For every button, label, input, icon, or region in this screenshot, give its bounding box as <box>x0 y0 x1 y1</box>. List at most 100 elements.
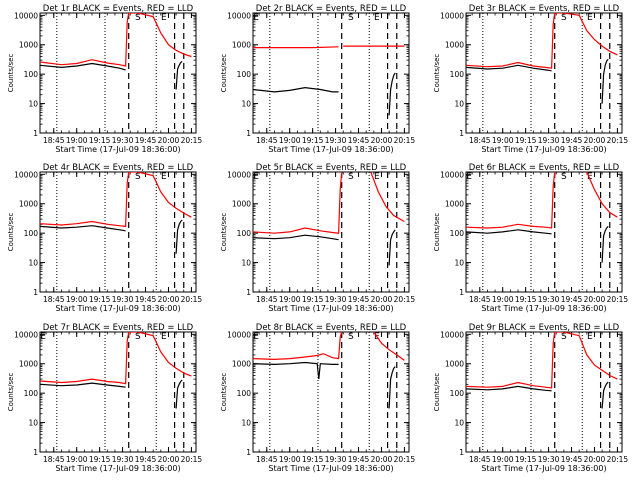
x-tick-label: 19:00 <box>492 136 514 145</box>
x-tick-label: 20:15 <box>394 455 416 464</box>
y-tick-label: 100 <box>24 389 39 398</box>
y-tick-label: 1 <box>33 129 38 138</box>
detector-panel-9: Det 9r BLACK = Events, RED = LLD 1 10 100 10… <box>433 323 628 473</box>
y-axis-label: Counts/sec <box>220 373 228 412</box>
y-tick-label: 10000 <box>227 11 251 20</box>
x-tick-label: 19:45 <box>561 136 583 145</box>
marker-label: S <box>561 332 567 342</box>
x-tick-label: 19:15 <box>302 455 324 464</box>
y-tick-label: 1 <box>459 288 464 297</box>
marker-label: S <box>135 13 141 23</box>
plot-frame <box>39 12 197 134</box>
plot-frame <box>465 12 623 134</box>
plot-frame <box>39 171 197 293</box>
y-tick-label: 100 <box>24 229 39 238</box>
detector-panel-3: Det 3r BLACK = Events, RED = LLD 1 10 100 10… <box>433 4 628 154</box>
detector-panel-2: Det 2r BLACK = Events, RED = LLD 1 10 100 10… <box>220 4 415 154</box>
y-axis-label: Counts/sec <box>220 213 228 252</box>
red-lld-series-line <box>40 13 192 67</box>
black-events-series-line <box>253 361 339 380</box>
x-tick-label: 20:00 <box>584 295 606 304</box>
x-tick-label: 20:00 <box>584 455 606 464</box>
y-tick-label: 1 <box>246 448 251 457</box>
black-events-series-line <box>388 72 396 116</box>
chart-title: Det 9r BLACK = Events, RED = LLD <box>469 323 620 333</box>
y-axis-label: Counts/sec <box>7 373 15 412</box>
x-tick-label: 20:00 <box>158 455 180 464</box>
chart-title: Det 5r BLACK = Events, RED = LLD <box>256 163 407 173</box>
y-tick-label: 10 <box>241 259 251 268</box>
x-axis-label: Start Time (17-Jul-09 18:36:00) <box>55 304 180 313</box>
x-tick-label: 19:45 <box>135 295 157 304</box>
marker-label: E <box>253 172 259 182</box>
y-tick-label: 10000 <box>440 330 464 339</box>
plot-frame <box>252 331 410 453</box>
x-tick-label: 19:30 <box>325 136 347 145</box>
x-tick-label: 19:45 <box>135 455 157 464</box>
x-tick-label: 20:15 <box>181 136 203 145</box>
x-tick-label: 19:00 <box>492 295 514 304</box>
x-tick-label: 19:00 <box>66 136 88 145</box>
x-axis-label: Start Time (17-Jul-09 18:36:00) <box>268 304 393 313</box>
marker-label: E <box>161 172 167 182</box>
marker-label: S <box>135 332 141 342</box>
x-tick-label: 19:00 <box>66 295 88 304</box>
x-tick-label: 20:15 <box>181 455 203 464</box>
y-tick-label: 10000 <box>227 330 251 339</box>
y-tick-label: 1000 <box>232 41 251 50</box>
detector-panel-4: Det 4r BLACK = Events, RED = LLD 1 10 100 10… <box>7 163 202 313</box>
y-axis-label: Counts/sec <box>433 213 441 252</box>
x-tick-label: 20:15 <box>394 136 416 145</box>
black-events-series-line <box>388 229 396 266</box>
black-events-series-line <box>175 379 183 409</box>
x-tick-label: 19:15 <box>89 136 111 145</box>
x-tick-label: 18:45 <box>43 455 65 464</box>
y-tick-label: 1 <box>246 288 251 297</box>
y-tick-label: 1000 <box>445 200 464 209</box>
x-axis-label: Start Time (17-Jul-09 18:36:00) <box>55 464 180 473</box>
y-axis-label: Counts/sec <box>220 54 228 93</box>
x-tick-label: 20:15 <box>181 295 203 304</box>
marker-label: E <box>40 332 46 342</box>
x-tick-label: 19:15 <box>302 295 324 304</box>
y-tick-label: 10 <box>454 419 464 428</box>
x-tick-label: 19:00 <box>492 455 514 464</box>
x-tick-label: 18:45 <box>43 136 65 145</box>
y-tick-label: 100 <box>237 229 252 238</box>
marker-label: E <box>587 13 593 23</box>
y-tick-label: 100 <box>24 70 39 79</box>
y-tick-label: 10000 <box>440 170 464 179</box>
marker-label: S <box>561 172 567 182</box>
x-tick-label: 19:00 <box>66 455 88 464</box>
y-tick-label: 10 <box>241 419 251 428</box>
marker-label: S <box>348 332 354 342</box>
x-tick-label: 19:00 <box>279 295 301 304</box>
x-tick-label: 18:45 <box>469 455 491 464</box>
marker-label: E <box>161 13 167 23</box>
x-tick-label: 19:30 <box>325 455 347 464</box>
x-tick-label: 18:45 <box>256 295 278 304</box>
x-tick-label: 20:00 <box>371 455 393 464</box>
x-tick-label: 19:15 <box>89 455 111 464</box>
red-lld-series-line <box>253 332 343 361</box>
y-tick-label: 10000 <box>14 330 38 339</box>
x-axis-label: Start Time (17-Jul-09 18:36:00) <box>268 464 393 473</box>
x-axis-label: Start Time (17-Jul-09 18:36:00) <box>481 145 606 154</box>
y-tick-label: 1000 <box>19 41 38 50</box>
red-lld-series-line <box>40 172 192 228</box>
y-tick-label: 100 <box>450 229 465 238</box>
black-events-series-line <box>601 225 609 263</box>
chart-title: Det 3r BLACK = Events, RED = LLD <box>469 4 620 14</box>
x-tick-label: 20:00 <box>158 136 180 145</box>
x-tick-label: 19:30 <box>325 295 347 304</box>
x-tick-label: 19:30 <box>112 455 134 464</box>
y-tick-label: 1 <box>459 448 464 457</box>
y-tick-label: 100 <box>237 70 252 79</box>
black-events-series-line <box>253 234 339 241</box>
y-tick-label: 1 <box>33 448 38 457</box>
black-events-series-line <box>40 62 126 71</box>
detector-panel-6: Det 6r BLACK = Events, RED = LLD 1 10 100 10… <box>433 163 628 313</box>
x-tick-label: 19:30 <box>538 136 560 145</box>
y-tick-label: 10 <box>241 100 251 109</box>
y-tick-label: 1000 <box>232 360 251 369</box>
